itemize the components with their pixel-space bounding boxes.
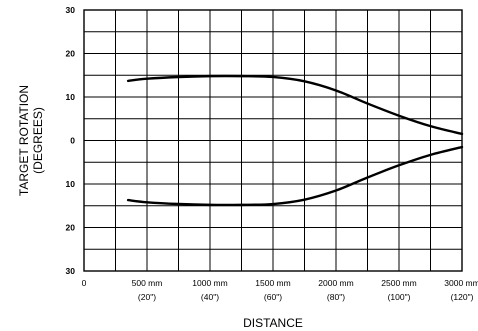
x-axis-title: DISTANCE — [243, 316, 303, 330]
y-tick-label: 0 — [70, 136, 75, 146]
lower-rotation-curve — [126, 145, 464, 207]
y-axis-title: TARGET ROTATION (DEGREES) — [17, 85, 45, 196]
upper-rotation-curve — [126, 74, 464, 136]
x-tick-label: 2500 mm — [381, 278, 416, 288]
x-tick-sublabel: (40") — [201, 292, 219, 302]
y-tick-label: 30 — [66, 5, 76, 15]
x-tick-label: 3000 mm — [444, 278, 478, 288]
y-tick-label: 10 — [66, 92, 76, 102]
x-tick-sublabel: (120") — [451, 292, 474, 302]
grid — [84, 10, 462, 271]
x-tick-sublabel: (100") — [388, 292, 411, 302]
x-tick-label: 1000 mm — [192, 278, 227, 288]
y-axis-title-line-1: TARGET ROTATION — [17, 85, 31, 196]
y-tick-label: 30 — [66, 266, 76, 276]
x-tick-label: 0 — [82, 278, 87, 288]
series-layer — [126, 74, 464, 207]
x-tick-sublabel: (80") — [327, 292, 345, 302]
y-tick-label: 20 — [66, 223, 76, 233]
x-tick-label: 500 mm — [132, 278, 163, 288]
x-tick-sublabel: (60") — [264, 292, 282, 302]
plot-frame — [83, 9, 463, 272]
x-tick-sublabel: (20") — [138, 292, 156, 302]
x-tick-label: 1500 mm — [255, 278, 290, 288]
y-tick-label: 20 — [66, 49, 76, 59]
x-tick-labels: 0 500 mm (20") 1000 mm (40") 1500 mm (60") 2000… — [82, 278, 478, 302]
y-tick-label: 10 — [66, 179, 76, 189]
y-axis-title-line-2: (DEGREES) — [31, 107, 45, 174]
y-tick-labels: 30 20 10 0 10 20 30 — [66, 5, 76, 276]
x-tick-label: 2000 mm — [318, 278, 353, 288]
